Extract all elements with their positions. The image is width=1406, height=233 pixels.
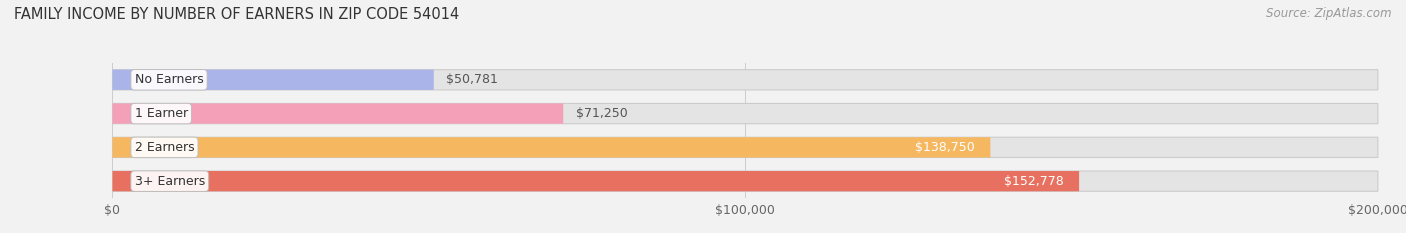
FancyBboxPatch shape	[112, 70, 1378, 90]
Text: $138,750: $138,750	[915, 141, 974, 154]
Text: 1 Earner: 1 Earner	[135, 107, 188, 120]
Text: $152,778: $152,778	[1004, 175, 1063, 188]
FancyBboxPatch shape	[112, 137, 1378, 158]
Text: 2 Earners: 2 Earners	[135, 141, 194, 154]
Text: FAMILY INCOME BY NUMBER OF EARNERS IN ZIP CODE 54014: FAMILY INCOME BY NUMBER OF EARNERS IN ZI…	[14, 7, 460, 22]
FancyBboxPatch shape	[112, 103, 564, 124]
FancyBboxPatch shape	[112, 103, 1378, 124]
Text: Source: ZipAtlas.com: Source: ZipAtlas.com	[1267, 7, 1392, 20]
FancyBboxPatch shape	[112, 171, 1080, 191]
Text: No Earners: No Earners	[135, 73, 204, 86]
FancyBboxPatch shape	[112, 70, 434, 90]
Text: $50,781: $50,781	[447, 73, 498, 86]
Text: 3+ Earners: 3+ Earners	[135, 175, 205, 188]
FancyBboxPatch shape	[112, 137, 990, 158]
Text: $71,250: $71,250	[576, 107, 627, 120]
FancyBboxPatch shape	[112, 171, 1378, 191]
